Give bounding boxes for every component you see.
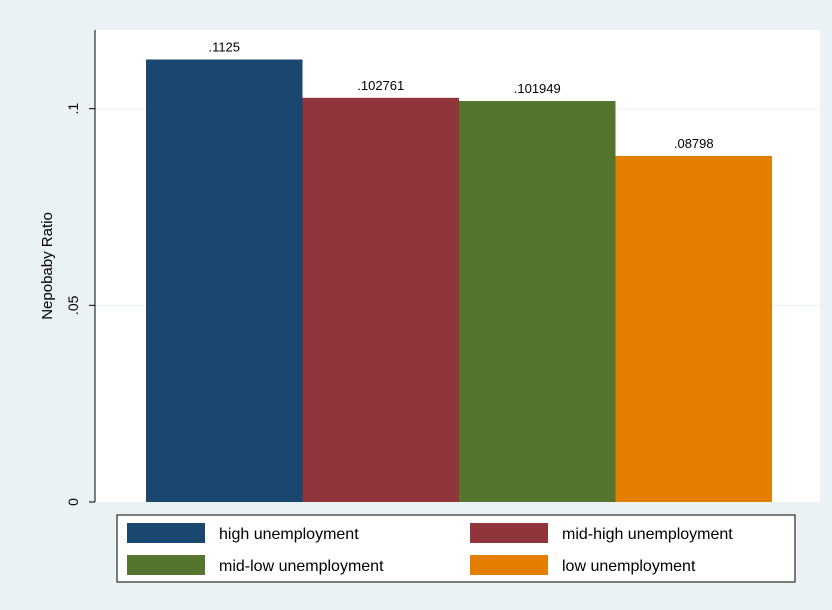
bar-value-label: .1125 xyxy=(208,40,240,55)
y-tick-label: 0 xyxy=(65,498,81,506)
bars: .1125 .102761 .101949 .08798 xyxy=(146,40,772,503)
bar xyxy=(146,59,303,502)
legend-swatch xyxy=(127,523,205,543)
legend-box xyxy=(116,514,796,583)
legend-label: high unemployment xyxy=(219,526,359,543)
y-tick-label: .1 xyxy=(65,103,81,115)
y-axis-label: Nepobaby Ratio xyxy=(39,212,56,320)
legend-label: mid-low unemployment xyxy=(219,558,384,575)
bar-value-label: .101949 xyxy=(514,81,561,96)
legend-label: mid-high unemployment xyxy=(562,526,733,543)
bar xyxy=(615,155,772,503)
legend-swatch xyxy=(127,555,205,575)
y-tick-label: .05 xyxy=(65,295,81,315)
y-axis: 0 .05 .1 xyxy=(65,30,96,506)
legend: high unemployment mid-high unemployment mi… xyxy=(116,514,796,583)
bar xyxy=(302,97,459,502)
legend-swatch xyxy=(470,555,548,575)
legend-swatch xyxy=(470,523,548,543)
legend-label: low unemployment xyxy=(562,558,696,575)
bar-value-label: .102761 xyxy=(357,78,404,93)
bar xyxy=(459,101,616,502)
bar-value-label: .08798 xyxy=(674,136,714,151)
